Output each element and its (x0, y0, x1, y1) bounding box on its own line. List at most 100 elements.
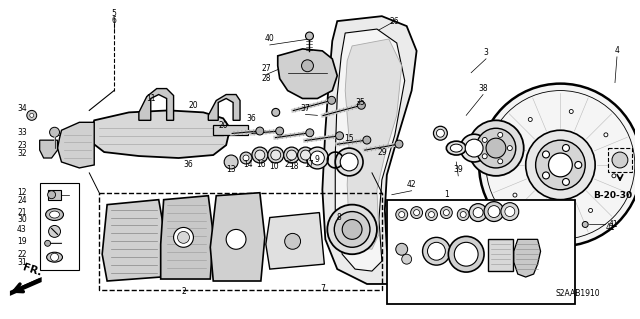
Circle shape (363, 136, 371, 144)
Bar (40, 183, 79, 270)
Text: 7: 7 (320, 285, 325, 293)
Circle shape (327, 204, 377, 254)
Circle shape (335, 148, 363, 176)
Circle shape (276, 127, 284, 135)
Circle shape (340, 153, 358, 171)
Circle shape (513, 193, 517, 197)
Bar (488, 239, 513, 271)
Circle shape (543, 151, 550, 158)
Circle shape (328, 96, 335, 104)
Circle shape (528, 117, 532, 122)
Text: 27: 27 (261, 64, 271, 73)
Ellipse shape (446, 141, 466, 155)
Circle shape (45, 240, 51, 246)
Circle shape (426, 209, 437, 220)
Circle shape (436, 129, 444, 137)
Text: 13: 13 (227, 166, 236, 174)
Circle shape (460, 134, 488, 162)
Text: FR.: FR. (22, 262, 44, 278)
Circle shape (440, 207, 452, 219)
Text: 26: 26 (390, 17, 399, 26)
Text: 41: 41 (605, 223, 615, 232)
Circle shape (47, 191, 56, 199)
Text: 34: 34 (17, 104, 27, 113)
Text: 4: 4 (614, 46, 620, 56)
Circle shape (284, 147, 300, 163)
Polygon shape (278, 49, 337, 99)
Circle shape (505, 207, 515, 217)
Circle shape (399, 211, 404, 218)
Text: 38: 38 (478, 84, 488, 93)
Circle shape (582, 221, 588, 227)
Circle shape (226, 229, 246, 249)
Polygon shape (335, 29, 404, 271)
Circle shape (305, 32, 314, 40)
Text: 6: 6 (111, 16, 116, 25)
Circle shape (287, 150, 296, 160)
Circle shape (301, 150, 310, 160)
Circle shape (422, 237, 451, 265)
Text: 18: 18 (289, 162, 298, 171)
Circle shape (29, 113, 34, 117)
Circle shape (396, 243, 408, 255)
Text: 42: 42 (407, 180, 417, 189)
Circle shape (457, 209, 469, 220)
Text: 22: 22 (17, 250, 27, 259)
Circle shape (173, 227, 193, 247)
Circle shape (543, 172, 550, 179)
Circle shape (563, 145, 570, 152)
Text: 3: 3 (484, 48, 488, 57)
Bar (47, 190, 61, 200)
Circle shape (429, 211, 435, 218)
Circle shape (498, 132, 503, 137)
Circle shape (536, 140, 585, 190)
Text: 37: 37 (301, 104, 310, 113)
Text: 20: 20 (189, 101, 198, 110)
Circle shape (298, 147, 314, 163)
Circle shape (413, 210, 420, 216)
Text: 41: 41 (609, 220, 619, 229)
Circle shape (604, 133, 608, 137)
Text: 31: 31 (17, 258, 27, 267)
Circle shape (449, 236, 484, 272)
Circle shape (49, 127, 60, 137)
Circle shape (177, 231, 189, 243)
Circle shape (357, 101, 365, 109)
Ellipse shape (451, 144, 462, 152)
Circle shape (548, 216, 552, 220)
Text: 36: 36 (246, 114, 256, 123)
Bar (213, 125, 248, 135)
Text: 20: 20 (218, 121, 228, 130)
Circle shape (255, 150, 265, 160)
Text: 30: 30 (17, 215, 27, 224)
Circle shape (252, 147, 268, 163)
Text: 39: 39 (453, 166, 463, 174)
Text: 19: 19 (17, 237, 27, 246)
Circle shape (482, 137, 487, 142)
Bar (608, 148, 632, 172)
Text: 14: 14 (243, 160, 253, 169)
Circle shape (484, 202, 504, 221)
Circle shape (476, 128, 516, 168)
Text: 33: 33 (17, 128, 27, 137)
Circle shape (548, 153, 572, 177)
Circle shape (563, 178, 570, 185)
Circle shape (469, 204, 487, 221)
Text: B-20-30: B-20-30 (593, 191, 632, 200)
Polygon shape (139, 89, 173, 120)
Circle shape (454, 242, 478, 266)
Text: 5: 5 (111, 9, 116, 18)
Circle shape (612, 152, 628, 168)
Text: 25: 25 (285, 160, 294, 169)
Circle shape (272, 108, 280, 116)
Circle shape (243, 155, 249, 161)
Circle shape (525, 130, 595, 200)
Polygon shape (211, 193, 265, 281)
Polygon shape (58, 122, 94, 168)
Polygon shape (40, 140, 58, 158)
Text: 43: 43 (17, 225, 27, 234)
Circle shape (306, 129, 314, 137)
Text: 23: 23 (17, 141, 27, 150)
Circle shape (307, 147, 328, 169)
Circle shape (271, 150, 281, 160)
